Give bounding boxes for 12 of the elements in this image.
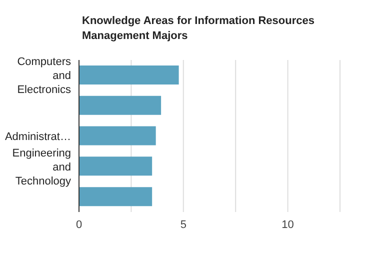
x-tick-label: 0	[76, 218, 82, 231]
bar	[79, 96, 162, 115]
bar	[79, 126, 156, 146]
bar	[79, 187, 152, 206]
y-tick-label: Computers and Electronics	[17, 56, 72, 96]
bar	[79, 156, 152, 176]
y-tick-label: Administrat…	[4, 131, 71, 143]
bar	[79, 65, 179, 84]
y-tick-label: Engineering and Technology	[12, 147, 72, 188]
x-tick-label: 10	[282, 218, 294, 231]
x-tick-label: 5	[180, 218, 186, 231]
chart-title: Knowledge Areas for Information Resources Management Majors	[82, 14, 316, 44]
